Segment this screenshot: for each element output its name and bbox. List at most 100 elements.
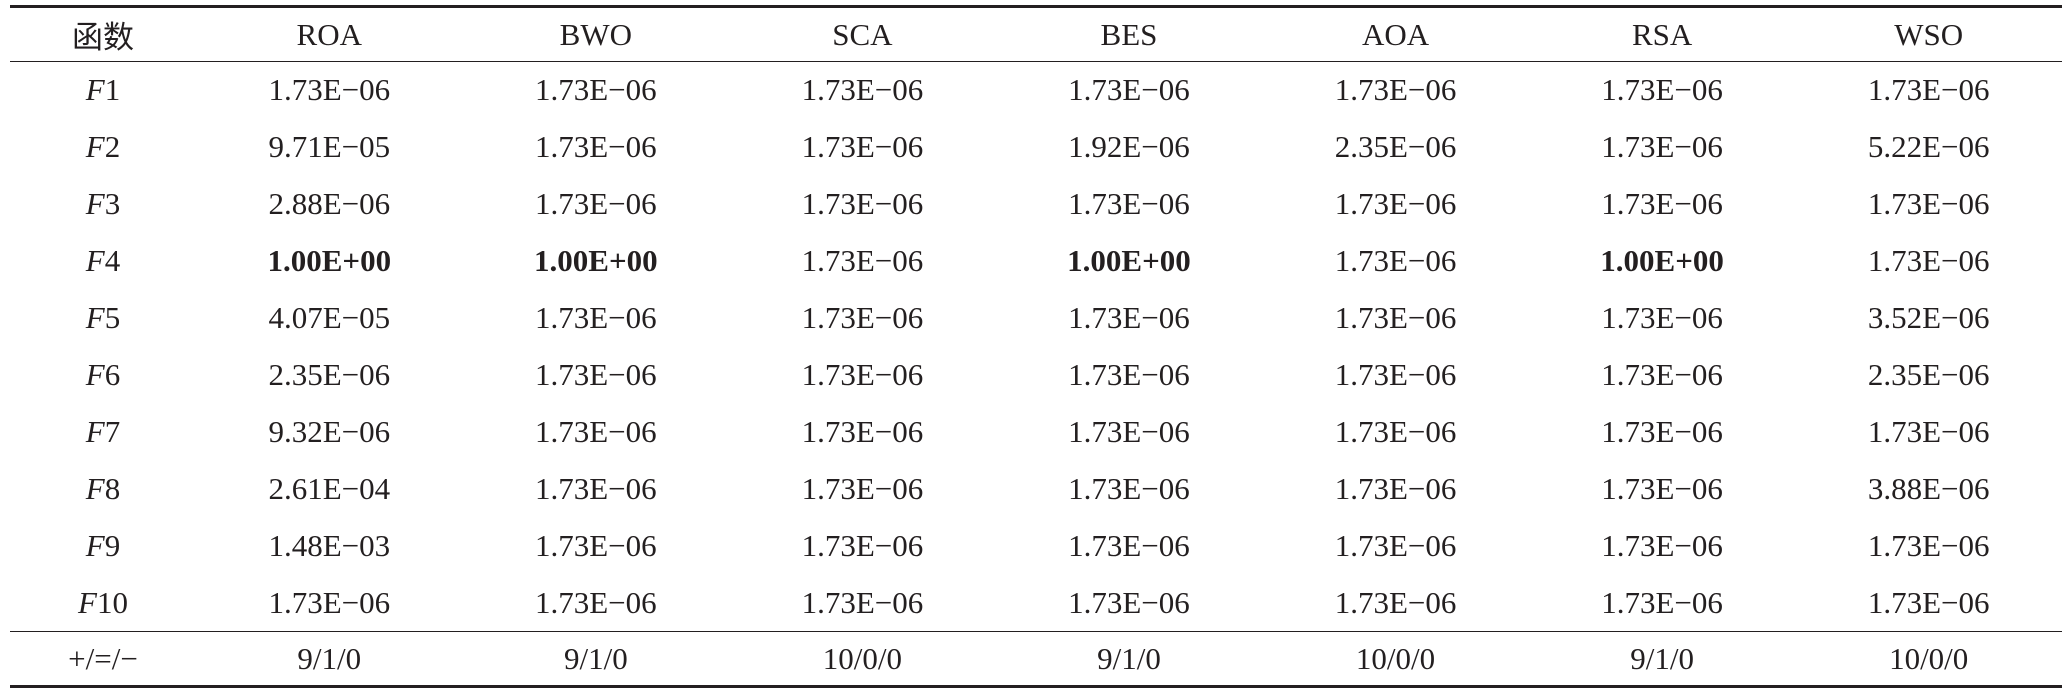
table-row: F1 1.73E−06 1.73E−06 1.73E−06 1.73E−06 1.73E−… (10, 62, 2062, 119)
p-value: 1.73E−06 (801, 471, 924, 506)
table-body: F1 1.73E−06 1.73E−06 1.73E−06 1.73E−06 1.73E−… (10, 62, 2062, 632)
p-value: 1.73E−06 (1867, 528, 1990, 563)
p-value: 2.88E−06 (268, 186, 391, 221)
p-value: 1.73E−06 (801, 414, 924, 449)
p-value: 1.73E−06 (1334, 300, 1457, 335)
p-value: 1.73E−06 (535, 300, 657, 335)
summary-cell: 9/1/0 (196, 631, 463, 688)
summary-cell: 10/0/0 (729, 631, 996, 688)
p-value: 1.73E−06 (1601, 72, 1723, 108)
p-value: 1.73E−06 (535, 357, 657, 392)
p-value: 1.73E−06 (535, 528, 657, 563)
p-value: 1.73E−06 (1068, 357, 1190, 392)
header-row: 函数 ROA BWO SCA BES AOA RSA WSO (10, 5, 2062, 62)
function-name: F1 (85, 72, 121, 108)
p-value: 1.73E−06 (268, 72, 391, 108)
p-value: 1.73E−06 (801, 186, 924, 221)
p-value: 1.73E−06 (1334, 528, 1457, 563)
table-header: 函数 ROA BWO SCA BES AOA RSA WSO (10, 5, 2062, 62)
p-value: 1.73E−06 (1068, 72, 1190, 108)
p-value: 1.73E−06 (1334, 471, 1457, 506)
p-value: 1.73E−06 (1334, 186, 1457, 221)
p-value: 1.73E−06 (1068, 584, 1190, 620)
p-value: 1.73E−06 (535, 584, 657, 620)
p-value: 9.32E−06 (268, 414, 391, 449)
p-value: 3.88E−06 (1867, 471, 1990, 506)
p-value: 1.73E−06 (268, 584, 391, 620)
p-value: 3.52E−06 (1867, 300, 1990, 335)
function-name: F9 (85, 528, 121, 563)
p-value: 1.73E−06 (1334, 414, 1457, 449)
p-value: 1.73E−06 (1601, 129, 1723, 164)
p-value: 1.73E−06 (801, 300, 924, 335)
table-row: F10 1.73E−06 1.73E−06 1.73E−06 1.73E−06 1.73E… (10, 575, 2062, 632)
header-cell: SCA (729, 5, 996, 62)
function-name: F4 (85, 243, 121, 278)
p-value: 1.73E−06 (1601, 357, 1723, 392)
function-name: F7 (85, 414, 121, 449)
table-row: F6 2.35E−06 1.73E−06 1.73E−06 1.73E−06 1.73E−… (10, 347, 2062, 404)
table-row: F4 1.00E+00 1.00E+00 1.73E−06 1.00E+00 1.73E−… (10, 233, 2062, 290)
p-value: 1.73E−06 (1867, 414, 1990, 449)
table-row: F7 9.32E−06 1.73E−06 1.73E−06 1.73E−06 1.73E−… (10, 404, 2062, 461)
summary-cell: 10/0/0 (1262, 631, 1529, 688)
p-value: 1.00E+00 (534, 243, 658, 278)
p-value: 1.73E−06 (1601, 528, 1723, 563)
p-value: 1.73E−06 (1867, 584, 1990, 620)
header-cell: BWO (462, 5, 730, 62)
p-value: 1.73E−06 (1601, 414, 1723, 449)
p-value: 2.35E−06 (1867, 357, 1990, 392)
p-value: 2.35E−06 (1334, 129, 1457, 164)
p-value: 1.73E−06 (535, 471, 657, 506)
table-row: F3 2.88E−06 1.73E−06 1.73E−06 1.73E−06 1.73E−… (10, 176, 2062, 233)
p-value: 1.73E−06 (801, 584, 924, 620)
summary-cell: 9/1/0 (462, 631, 730, 688)
table-row: F5 4.07E−05 1.73E−06 1.73E−06 1.73E−06 1.73E−… (10, 290, 2062, 347)
p-value: 4.07E−05 (268, 300, 391, 335)
summary-cell: +/=/− (10, 631, 196, 688)
function-name: F5 (85, 300, 121, 335)
p-value: 1.73E−06 (1334, 243, 1457, 278)
p-value: 1.73E−06 (1601, 471, 1723, 506)
table-row: F9 1.48E−03 1.73E−06 1.73E−06 1.73E−06 1.73E−… (10, 518, 2062, 575)
p-value: 1.73E−06 (535, 186, 657, 221)
summary-cell: 9/1/0 (995, 631, 1263, 688)
p-value: 2.61E−04 (268, 471, 391, 506)
header-cell: AOA (1262, 5, 1529, 62)
p-value: 1.73E−06 (1068, 414, 1190, 449)
summary-cell: 10/0/0 (1795, 631, 2062, 688)
function-name: F2 (85, 129, 121, 164)
header-cell: BES (995, 5, 1263, 62)
p-value: 1.73E−06 (801, 129, 924, 164)
p-value: 1.73E−06 (1601, 584, 1723, 620)
p-value: 5.22E−06 (1867, 129, 1990, 164)
summary-cell: 9/1/0 (1528, 631, 1796, 688)
p-value: 1.00E+00 (1067, 243, 1191, 278)
p-value: 1.00E+00 (1600, 243, 1724, 278)
function-name: F10 (78, 584, 128, 620)
p-value: 1.48E−03 (268, 528, 391, 563)
header-cell: ROA (196, 5, 463, 62)
p-value: 1.73E−06 (1334, 584, 1457, 620)
table-footer: +/=/− 9/1/0 9/1/0 10/0/0 9/1/0 10/0/0 9/1/0 10/… (10, 631, 2062, 688)
footer-row: +/=/− 9/1/0 9/1/0 10/0/0 9/1/0 10/0/0 9/1/0 10/… (10, 631, 2062, 688)
results-table: 函数 ROA BWO SCA BES AOA RSA WSO F1 1.73E−06 1.73E−… (10, 5, 2062, 688)
p-value: 1.92E−06 (1068, 129, 1190, 164)
p-value: 1.73E−06 (1068, 471, 1190, 506)
function-name: F6 (85, 357, 121, 392)
p-value: 1.73E−06 (535, 72, 657, 108)
p-value: 1.73E−06 (801, 528, 924, 563)
function-name: F8 (85, 471, 121, 506)
p-value: 1.73E−06 (1601, 186, 1723, 221)
p-value: 1.73E−06 (801, 243, 924, 278)
table-row: F8 2.61E−04 1.73E−06 1.73E−06 1.73E−06 1.73E−… (10, 461, 2062, 518)
p-value: 1.00E+00 (267, 243, 392, 278)
p-value: 1.73E−06 (1334, 357, 1457, 392)
p-value: 1.73E−06 (1867, 186, 1990, 221)
p-value: 2.35E−06 (268, 357, 391, 392)
header-cell: WSO (1795, 5, 2062, 62)
header-cell: 函数 (10, 5, 196, 62)
p-value: 1.73E−06 (1334, 72, 1457, 108)
p-value: 1.73E−06 (1068, 528, 1190, 563)
